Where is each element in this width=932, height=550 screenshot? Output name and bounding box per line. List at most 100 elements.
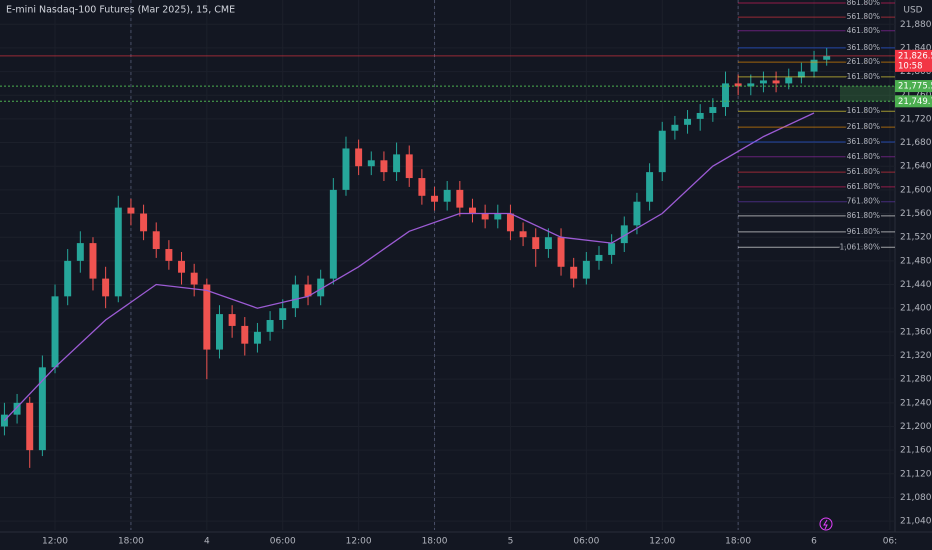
y-tick-label: 21,560 — [900, 209, 932, 219]
y-tick-label: 21,240 — [900, 398, 932, 408]
y-tick-label: 21,480 — [900, 256, 932, 266]
candle-body — [633, 201, 641, 226]
fib-label: 261.80% — [847, 57, 880, 66]
level-tag-label: 21,749.75 — [898, 97, 932, 107]
level-tag — [895, 80, 932, 93]
y-tick-label: 21,120 — [900, 469, 932, 479]
candle-body — [152, 231, 160, 250]
candle-body — [582, 260, 590, 279]
y-tick-label: 21,080 — [900, 493, 932, 503]
candle-body — [102, 278, 110, 297]
candle-body — [329, 189, 337, 279]
candle-body — [304, 284, 312, 297]
candle-body — [266, 320, 274, 332]
y-tick-label: 21,200 — [900, 422, 932, 432]
x-tick-label: 4 — [204, 537, 210, 547]
grid — [130, 0, 739, 530]
y-tick-label: 21,160 — [900, 446, 932, 456]
candle-body — [797, 71, 805, 78]
fib-label: 161.80% — [847, 72, 880, 81]
icon-circle — [819, 517, 833, 531]
candle-body — [342, 148, 350, 190]
candle-body — [13, 402, 21, 415]
candle-body — [431, 195, 439, 202]
candle-body — [481, 213, 489, 220]
candle-body — [140, 213, 148, 232]
candle-body — [557, 237, 565, 267]
candle-body — [608, 243, 616, 255]
fib-label: 561.80% — [847, 167, 880, 176]
y-tick-label: 21,840 — [900, 43, 932, 53]
fib-label: 861.80% — [847, 0, 880, 7]
candle-body — [646, 172, 654, 202]
fib-label: 461.80% — [847, 152, 880, 161]
x-tick-label: 18:00 — [422, 537, 448, 547]
x-tick-label: 12:00 — [649, 537, 675, 547]
candle-body — [291, 284, 299, 309]
candle-body — [532, 237, 540, 250]
candle-body — [178, 260, 186, 273]
y-tick-label: 21,880 — [900, 20, 932, 30]
candle-body — [696, 112, 704, 119]
candle-body — [216, 314, 223, 350]
x-tick-label: 6 — [811, 537, 817, 547]
candle-body — [747, 83, 755, 87]
candle-body — [203, 284, 211, 350]
candle-body — [456, 189, 464, 208]
plot — [0, 47, 831, 468]
currency[interactable]: USD — [903, 6, 922, 16]
chart-title: E-mini Nasdaq-100 Futures (Mar 2025), 15… — [6, 5, 235, 16]
y-tick-label: 21,440 — [900, 280, 932, 290]
lightning-icon[interactable] — [819, 517, 833, 531]
y-tick-label: 21,320 — [900, 351, 932, 361]
candle-body — [76, 243, 84, 261]
candle-body — [114, 207, 122, 297]
moving-average — [3, 112, 815, 422]
y-tick-label: 21,640 — [900, 162, 932, 172]
candle-body — [26, 402, 34, 451]
candle-body — [241, 325, 249, 344]
level-tag-label: 21,775.50 — [898, 82, 932, 92]
candle-body — [190, 272, 198, 285]
y-tick-label: 21,680 — [900, 138, 932, 148]
candle-body — [355, 148, 363, 167]
candle-body — [367, 160, 375, 167]
fib-label: 561.80% — [847, 12, 880, 21]
y-tick-label: 21,040 — [900, 517, 932, 527]
candle-body — [506, 213, 514, 232]
candle-body — [709, 107, 717, 113]
fib-label: 261.80% — [847, 122, 880, 131]
x-tick-label: 5 — [508, 537, 514, 547]
candle-body — [127, 207, 135, 214]
icon-bolt — [823, 519, 828, 530]
candle-body — [519, 231, 527, 238]
candle-body — [772, 80, 780, 84]
candle-body — [722, 83, 729, 108]
candle-body — [253, 331, 261, 344]
candle-body — [759, 80, 767, 84]
y-tick-label: 21,360 — [900, 327, 932, 337]
candle-body — [671, 124, 679, 131]
candle-body — [658, 130, 666, 173]
candle-body — [810, 59, 818, 72]
candle-body — [684, 118, 692, 125]
last-price-tag — [895, 49, 932, 72]
level-tag — [895, 95, 932, 108]
candle-body — [595, 254, 603, 261]
last-price-label: 21,826.50 — [898, 51, 932, 61]
fib-label: 661.80% — [847, 182, 880, 191]
candle-body — [317, 278, 325, 297]
fib-label: 361.80% — [847, 43, 880, 52]
candle-body — [393, 154, 401, 173]
y-tick-label: 21,720 — [900, 114, 932, 124]
candle-body — [620, 225, 628, 244]
x-tick-label: 06:00 — [270, 537, 296, 547]
fib-label: 761.80% — [847, 197, 880, 206]
candle-body — [544, 237, 552, 250]
x-tick-label: 12:00 — [346, 537, 372, 547]
fib-label: 861.80% — [847, 211, 880, 220]
candle-body — [89, 243, 97, 279]
